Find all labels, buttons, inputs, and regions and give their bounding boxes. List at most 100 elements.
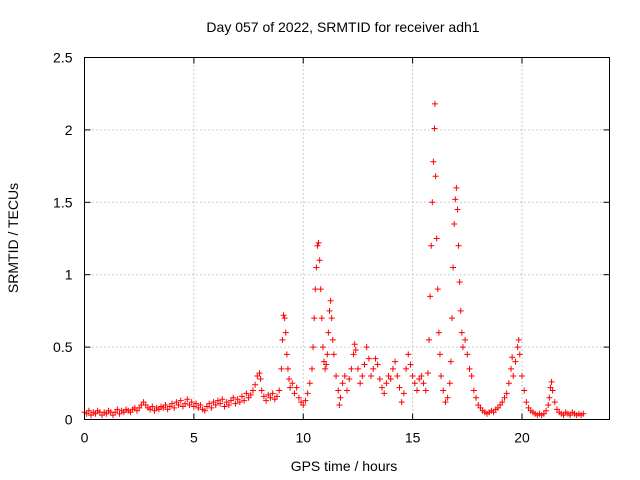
- data-point: [430, 158, 437, 165]
- data-point: [276, 387, 283, 394]
- data-point: [457, 307, 464, 314]
- data-point: [389, 365, 396, 372]
- data-point: [188, 399, 195, 406]
- x-tick-label: 5: [190, 430, 198, 446]
- data-point: [365, 355, 372, 362]
- data-point: [283, 351, 290, 358]
- y-tick-label: 2: [65, 122, 73, 138]
- data-point: [411, 380, 418, 387]
- data-point: [514, 344, 521, 351]
- data-point: [341, 373, 348, 380]
- data-point: [344, 387, 350, 394]
- data-point: [208, 404, 215, 411]
- data-point: [429, 199, 436, 206]
- data-point: [470, 387, 477, 394]
- data-point: [426, 336, 433, 343]
- data-point: [449, 315, 455, 322]
- data-point: [350, 351, 357, 358]
- data-point: [512, 358, 519, 365]
- data-point: [462, 336, 469, 343]
- data-point: [546, 394, 553, 401]
- data-point: [328, 315, 335, 322]
- x-tick-label: 0: [81, 430, 89, 446]
- data-point: [432, 173, 439, 180]
- data-point: [348, 365, 355, 372]
- data-point: [379, 384, 385, 391]
- data-point: [428, 242, 435, 249]
- x-tick-label: 20: [514, 430, 530, 446]
- y-tick-label: 0: [65, 412, 73, 428]
- data-point: [501, 394, 508, 401]
- data-point: [453, 184, 460, 191]
- data-point: [473, 394, 480, 401]
- data-point: [284, 365, 291, 372]
- data-point: [392, 358, 399, 365]
- data-point: [249, 387, 256, 394]
- data-point: [346, 375, 353, 382]
- y-axis-label: SRMTID / TECUs: [5, 183, 21, 293]
- data-point: [225, 402, 232, 409]
- data-point: [171, 404, 178, 411]
- data-point: [243, 390, 250, 397]
- data-point: [324, 351, 331, 358]
- data-point: [516, 351, 523, 358]
- data-point: [376, 375, 383, 382]
- data-point: [177, 397, 184, 404]
- data-point: [114, 406, 121, 413]
- data-point: [543, 407, 550, 414]
- data-point: [368, 373, 375, 380]
- data-point: [230, 394, 237, 401]
- data-point: [304, 390, 311, 397]
- data-point: [359, 373, 366, 380]
- data-point: [310, 344, 317, 351]
- data-point: [400, 390, 407, 397]
- data-point: [456, 278, 463, 285]
- data-point: [336, 402, 343, 409]
- data-point: [455, 242, 462, 249]
- data-point: [549, 387, 556, 394]
- data-point: [212, 402, 219, 409]
- data-point: [351, 341, 358, 348]
- data-point: [316, 257, 323, 264]
- data-point: [440, 387, 447, 394]
- data-point: [274, 393, 280, 400]
- data-point: [398, 399, 405, 406]
- data-point: [357, 380, 364, 387]
- data-point: [403, 365, 410, 372]
- data-point: [354, 365, 361, 372]
- data-point: [505, 380, 512, 387]
- data-point: [323, 361, 330, 368]
- data-point: [314, 242, 321, 249]
- x-tick-label: 15: [405, 430, 421, 446]
- data-point: [339, 380, 346, 387]
- data-point: [286, 375, 293, 382]
- data-point: [361, 361, 368, 368]
- data-point: [451, 221, 458, 228]
- data-point: [548, 378, 555, 385]
- data-point: [551, 399, 558, 406]
- data-point: [515, 336, 522, 343]
- data-point: [287, 384, 294, 391]
- data-point: [258, 387, 265, 394]
- data-point: [405, 351, 412, 358]
- data-point: [302, 397, 309, 404]
- data-point: [317, 286, 324, 293]
- data-point: [182, 400, 189, 407]
- data-point: [221, 403, 228, 410]
- data-point: [257, 375, 264, 382]
- data-point: [435, 329, 442, 336]
- data-point: [295, 394, 302, 401]
- data-point: [315, 239, 322, 246]
- data-point: [85, 407, 92, 414]
- data-point: [450, 264, 457, 271]
- data-point: [217, 400, 224, 407]
- data-point: [436, 351, 443, 358]
- data-point: [394, 373, 401, 380]
- data-point: [197, 402, 204, 409]
- axis-ticks: 0 0.5 1 1.5 2 2.5 0 5 10 15 20: [53, 50, 610, 446]
- data-point: [387, 375, 394, 382]
- data-point: [309, 365, 315, 372]
- data-point: [409, 373, 416, 380]
- data-point: [363, 344, 370, 351]
